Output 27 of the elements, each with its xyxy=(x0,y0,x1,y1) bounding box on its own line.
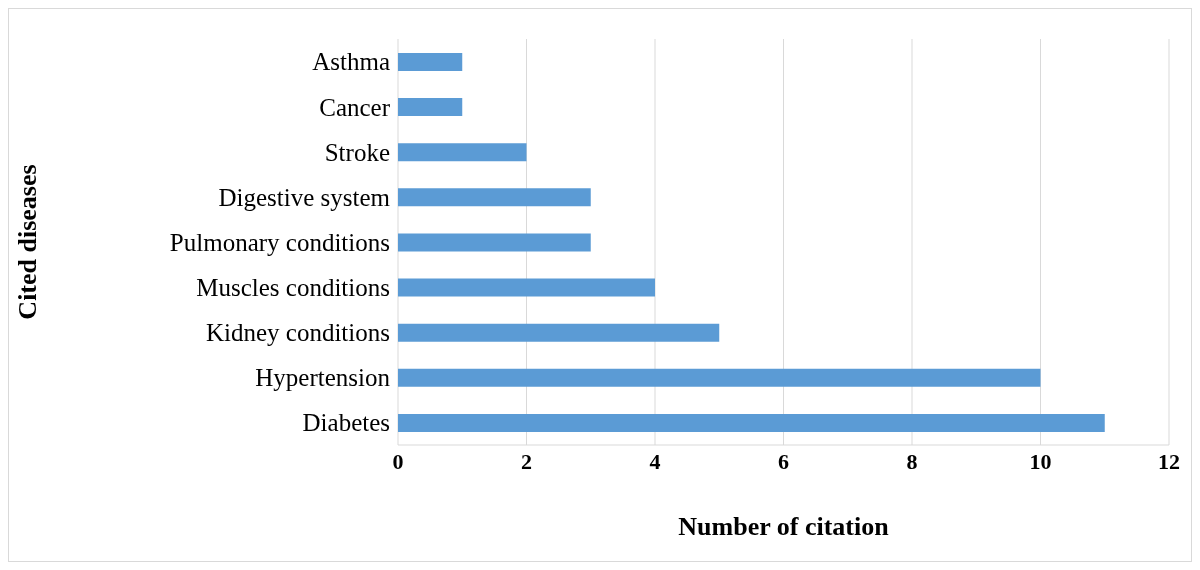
y-tick-label: Diabetes xyxy=(302,409,390,437)
x-tick-label: 12 xyxy=(1158,448,1180,474)
bar xyxy=(398,323,720,342)
x-tick-label: 4 xyxy=(649,448,661,474)
bar xyxy=(398,98,463,117)
y-tick-label: Digestive system xyxy=(218,183,391,211)
bar xyxy=(398,188,591,207)
bar xyxy=(398,278,655,297)
x-tick-label: 10 xyxy=(1029,448,1052,474)
x-axis-title: Number of citation xyxy=(678,512,890,541)
bar xyxy=(398,413,1105,432)
y-tick-label: Kidney conditions xyxy=(205,319,390,347)
bar xyxy=(398,53,463,71)
x-tick-label: 8 xyxy=(906,448,918,474)
bar xyxy=(398,143,527,162)
y-tick-label: Cancer xyxy=(319,93,391,121)
x-tick-label: 2 xyxy=(521,448,532,474)
y-tick-label: Muscles conditions xyxy=(196,273,390,301)
x-tick-label: 0 xyxy=(392,448,404,474)
bar xyxy=(398,368,1041,387)
y-tick-label: Asthma xyxy=(312,48,390,76)
x-tick-label: 6 xyxy=(778,448,789,474)
y-tick-label: Pulmonary conditions xyxy=(169,228,390,256)
y-axis-title: Cited diseases xyxy=(13,164,43,320)
bar xyxy=(398,233,591,252)
y-tick-label: Hypertension xyxy=(255,364,391,392)
y-tick-label: Stroke xyxy=(324,138,390,166)
